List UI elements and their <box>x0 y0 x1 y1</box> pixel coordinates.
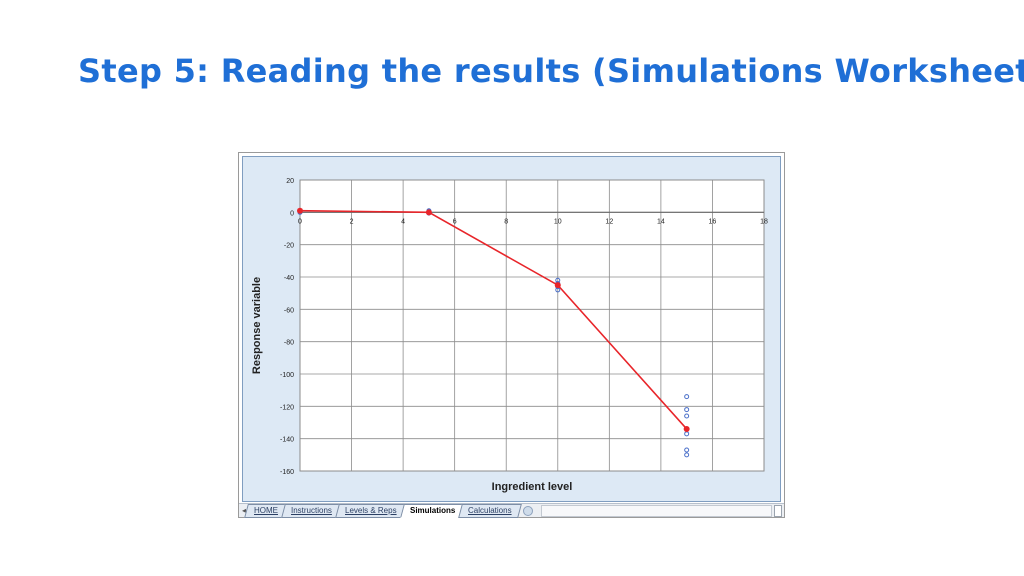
x-tick-label: 18 <box>760 218 768 225</box>
data-point <box>684 452 690 458</box>
horizontal-scrollbar[interactable] <box>541 504 772 517</box>
scatter-chart: 20 0 -20 -40 -60 -80 -100 -120 -140 -160 0 2 4 6 8 10 12… <box>251 178 768 493</box>
tab-scroll-left-icon[interactable]: ◂ <box>241 505 246 515</box>
y-tick-label: 0 <box>290 210 294 217</box>
y-axis-label: Response variable <box>251 277 263 374</box>
tab-label: Levels & Reps <box>344 505 397 515</box>
chart-area[interactable]: 20 0 -20 -40 -60 -80 -100 -120 -140 -160 0 2 4 6 8 10 12… <box>242 156 781 502</box>
x-tick-label: 4 <box>401 218 405 225</box>
x-tick-label: 2 <box>350 218 354 225</box>
tab-label: Simulations <box>409 505 455 515</box>
y-tick-label: -80 <box>284 340 294 347</box>
x-tick-label: 6 <box>453 218 457 225</box>
grid <box>299 179 765 472</box>
x-tick-label: 16 <box>709 218 717 225</box>
tab-simulations[interactable]: Simulations <box>399 503 465 518</box>
y-tick-label: -60 <box>284 307 294 314</box>
tick-labels: 20 0 -20 -40 -60 -80 -100 -120 -140 -160 0 2 4 6 8 10 12… <box>280 178 768 476</box>
data-layer <box>297 207 690 458</box>
y-tick-label: -100 <box>280 372 294 379</box>
mean-point <box>425 209 432 216</box>
x-tick-label: 14 <box>657 218 665 225</box>
y-tick-label: -120 <box>280 404 294 411</box>
x-axis-label: Ingredient level <box>492 481 573 493</box>
x-tick-label: 12 <box>605 218 613 225</box>
tab-levels-reps[interactable]: Levels & Reps <box>335 503 407 518</box>
data-point <box>684 447 690 453</box>
plot-area <box>299 179 765 472</box>
sheet-tab-bar: ◂ HOME Instructions Levels & Reps Simula… <box>239 503 784 518</box>
mean-point <box>297 207 303 214</box>
data-point <box>684 394 690 400</box>
scrollbar-end-icon[interactable] <box>774 504 782 517</box>
tab-label: Instructions <box>291 505 332 515</box>
mean-line <box>299 209 688 430</box>
y-tick-label: 20 <box>286 178 294 185</box>
mean-point <box>554 282 561 289</box>
excel-window: 20 0 -20 -40 -60 -80 -100 -120 -140 -160 0 2 4 6 8 10 12… <box>238 152 785 518</box>
x-tick-label: 8 <box>504 218 508 225</box>
tab-calculations[interactable]: Calculations <box>457 503 522 518</box>
y-tick-label: -140 <box>280 437 294 444</box>
tab-label: Calculations <box>467 505 512 515</box>
data-point <box>684 413 690 419</box>
data-point <box>684 407 690 413</box>
y-tick-label: -40 <box>284 275 294 282</box>
insert-sheet-icon[interactable] <box>523 505 534 516</box>
slide-title: Step 5: Reading the results (Simulations… <box>78 52 1024 90</box>
tab-instructions[interactable]: Instructions <box>281 503 342 518</box>
y-tick-label: -20 <box>284 243 294 250</box>
x-tick-label: 10 <box>554 218 562 225</box>
mean-point <box>683 425 690 432</box>
y-tick-label: -160 <box>280 469 294 476</box>
x-tick-label: 0 <box>298 218 302 225</box>
tab-label: HOME <box>254 505 278 515</box>
